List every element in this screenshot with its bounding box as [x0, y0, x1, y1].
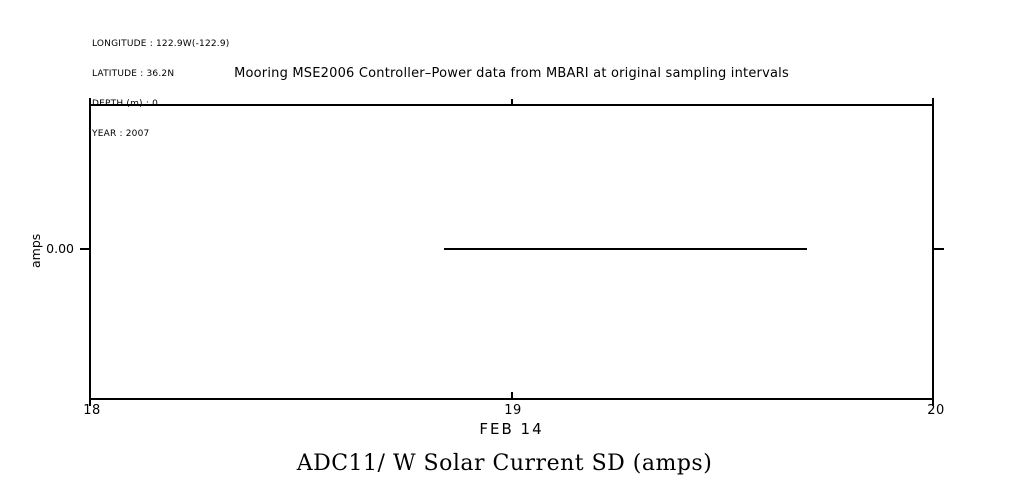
x-axis-label: FEB 14: [479, 420, 544, 438]
x-tick-label-18: 18: [83, 403, 101, 418]
metadata-year: YEAR : 2007: [92, 129, 150, 139]
plot-border-top: [90, 104, 934, 106]
plot-border-bottom: [90, 398, 934, 400]
x-tick-mark-top-19: [511, 99, 513, 105]
plot-border-left: [89, 98, 91, 406]
y-tick-mark-right-0: [933, 248, 944, 250]
y-tick-label-0: 0.00: [46, 241, 74, 256]
metadata-longitude: LONGITUDE : 122.9W(-122.9): [92, 39, 230, 49]
y-tick-mark-left-0: [80, 248, 90, 250]
x-tick-label-19: 19: [504, 403, 522, 418]
data-line: [444, 248, 807, 250]
plot-border-right: [932, 98, 934, 406]
chart-title: Mooring MSE2006 Controller–Power data fr…: [234, 66, 789, 81]
metadata-block: LONGITUDE : 122.9W(-122.9) LATITUDE : 36…: [92, 19, 230, 149]
variable-title: ADC11/ W Solar Current SD (amps): [296, 451, 713, 476]
metadata-latitude: LATITUDE : 36.2N: [92, 69, 175, 79]
x-tick-label-20: 20: [927, 403, 945, 418]
x-tick-mark-bottom-19: [511, 392, 513, 399]
